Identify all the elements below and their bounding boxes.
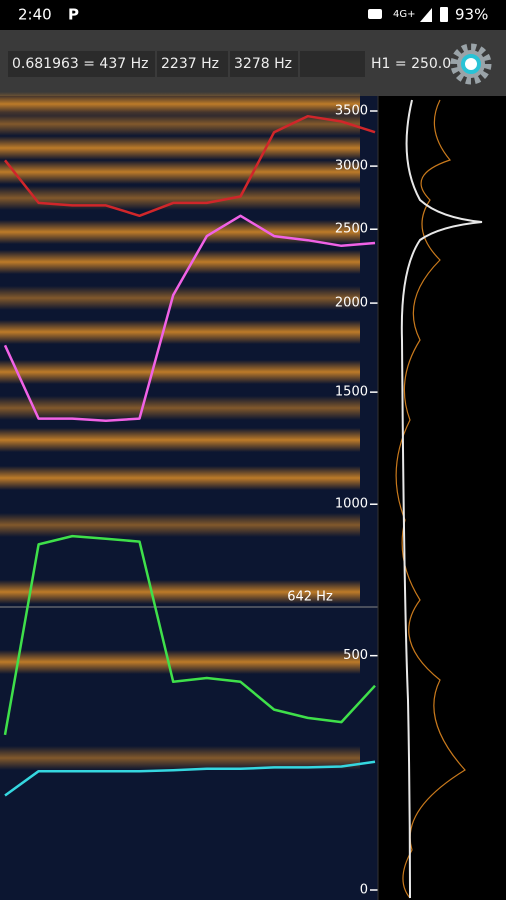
spectrogram: [0, 96, 378, 900]
settings-button[interactable]: [450, 43, 492, 85]
harmonic-band: [0, 746, 360, 770]
y-tick-label: 1000: [335, 497, 368, 512]
vibrate-icon: [368, 9, 382, 19]
formant-track: [4, 114, 376, 218]
h1-field: H1 = 250.0: [371, 56, 451, 72]
formant-track: [3, 534, 376, 736]
harmonic-band: [0, 466, 360, 490]
harmonic-band: [0, 360, 360, 384]
harmonic-band: [0, 650, 360, 674]
gear-teeth: [450, 43, 492, 85]
harmonic-band: [0, 160, 360, 184]
harmonic-band: [0, 186, 360, 210]
network-type: 4G+: [393, 9, 416, 20]
field-box: [230, 51, 298, 77]
harmonic-band: [0, 286, 360, 310]
y-tick-label: 3500: [335, 104, 368, 119]
field-box: [8, 51, 155, 77]
field-box: [157, 51, 228, 77]
app-icon: P: [68, 6, 79, 24]
field-box: [300, 51, 365, 77]
y-tick-label: 2500: [335, 222, 368, 237]
spectrum-envelope: [400, 99, 483, 899]
signal-icon: [420, 8, 432, 22]
formant-field: 3278 Hz: [234, 56, 292, 72]
formant-field: 2237 Hz: [161, 56, 219, 72]
harmonic-band: [0, 112, 360, 136]
battery-icon: [440, 7, 448, 22]
formant-track: [4, 760, 376, 797]
y-tick-label: 500: [343, 648, 368, 663]
battery-level: 93%: [455, 6, 488, 24]
status-bar: [0, 0, 506, 30]
clock: 2:40: [18, 6, 52, 24]
cursor-label: 642 Hz: [287, 590, 333, 605]
formant-track: [3, 214, 376, 422]
y-tick-label: 0: [360, 883, 368, 898]
y-tick-label: 2000: [335, 296, 368, 311]
harmonic-band: [0, 580, 360, 604]
gear-center: [461, 54, 481, 74]
pitch-field: 0.681963 = 437 Hz: [12, 56, 148, 72]
harmonic-band: [0, 320, 360, 344]
harmonic-band: [0, 250, 360, 274]
harmonic-band: [0, 136, 360, 160]
harmonic-bands: [0, 92, 360, 770]
overlay: 0 500 1000 1500 2000 2500 3000 3500 642 Hz: [0, 104, 506, 898]
spectrum-panel: [378, 96, 506, 900]
y-tick-label: 3000: [335, 159, 368, 174]
harmonic-band: [0, 396, 360, 420]
harmonic-band: [0, 428, 360, 452]
harmonic-band: [0, 513, 360, 537]
y-tick-label: 1500: [335, 385, 368, 400]
spectrum-trace: [395, 99, 466, 899]
